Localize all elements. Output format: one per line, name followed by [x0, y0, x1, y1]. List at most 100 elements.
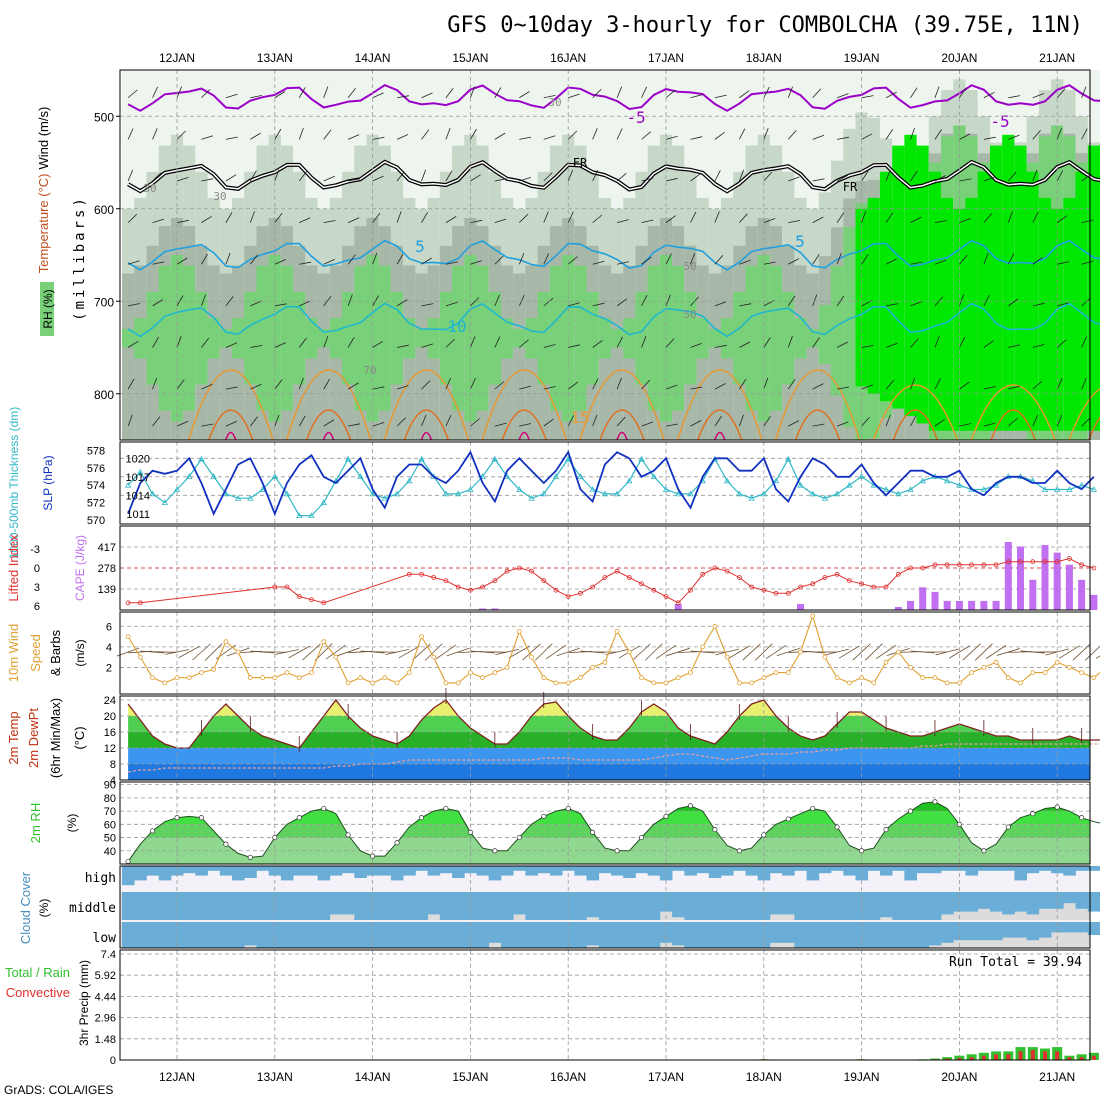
- wind-barb: [641, 295, 648, 307]
- wind-barb: [323, 336, 329, 348]
- cloud-bar-low: [574, 922, 587, 948]
- cloud-bar-middle: [439, 892, 453, 920]
- wind-barb: [274, 91, 286, 99]
- li-point: [455, 584, 461, 590]
- wind-barb: [739, 90, 750, 99]
- wind-barb: [494, 336, 501, 348]
- wind-barb: [421, 303, 434, 307]
- wind-barb: [494, 87, 502, 98]
- rh-cell: [158, 265, 172, 411]
- li-point: [541, 578, 547, 584]
- wind-barb: [714, 94, 727, 99]
- precip-tick: 0: [110, 1055, 116, 1067]
- cloud-bar-middle: [574, 892, 587, 920]
- cloud-bar-high: [427, 866, 441, 876]
- cloud-bar-middle: [268, 892, 282, 920]
- thickness-point: [748, 494, 755, 501]
- li-point: [467, 587, 473, 593]
- wind-barb: [616, 298, 628, 307]
- cloud-bar-low: [1014, 922, 1027, 938]
- wind-barb: [885, 414, 891, 427]
- cloud-bar-high: [843, 866, 856, 876]
- cloud-bar-high: [623, 866, 636, 878]
- wind-speed-point: [284, 670, 290, 675]
- rh-cell: [708, 329, 722, 348]
- wind-barb: [372, 295, 380, 307]
- cloud-bar-low: [342, 922, 355, 948]
- thickness-point: [247, 494, 254, 501]
- cloud-bar-high: [366, 866, 380, 876]
- rh-point: [590, 829, 596, 835]
- isotherm-plus25: [322, 431, 335, 441]
- li-point: [724, 568, 730, 574]
- li-point: [431, 575, 437, 580]
- wind-barb: [372, 92, 384, 99]
- wind-barb: [347, 254, 356, 265]
- cloud-bar-middle: [244, 892, 257, 920]
- wind-barb-10m: [580, 650, 605, 654]
- cloud-bar-high: [403, 866, 416, 876]
- wind-speed-point: [235, 649, 241, 655]
- precip-tick: 7.4: [101, 949, 116, 961]
- wind-axis-label-1: 10m Wind: [6, 624, 21, 683]
- bottom-day-label: 20JAN: [941, 1070, 977, 1084]
- wind-barb: [201, 215, 212, 223]
- cloud-bar-high: [831, 866, 844, 871]
- thickness-point: [1078, 481, 1085, 488]
- temp-tick: 24: [104, 695, 116, 707]
- precip-convective-bar: [945, 1058, 950, 1060]
- thickness-point: [369, 490, 376, 497]
- wind-speed-point: [651, 680, 657, 686]
- rh-band: [128, 811, 1090, 825]
- thickness-axis-label: 1000-500mb Thickness (dm): [7, 407, 21, 560]
- wind-barb: [250, 132, 261, 140]
- wind-barb: [127, 169, 134, 182]
- cloud-unit-label: (%): [37, 899, 51, 918]
- li-point: [125, 600, 131, 606]
- isotherm-plus20: [697, 409, 743, 441]
- thickness-point: [662, 486, 670, 492]
- cloud-cover-panel: high middle low Cloud Cover (%): [18, 865, 1100, 949]
- wind-speed-point: [1079, 670, 1084, 675]
- wind-barb: [396, 171, 405, 182]
- cloud-bar-high: [390, 866, 404, 881]
- cloud-bar-high: [806, 866, 820, 881]
- wind-barb: [127, 214, 137, 223]
- wind-barb: [763, 218, 776, 224]
- isotherm-plus20: [599, 409, 645, 441]
- rh-cell: [513, 329, 526, 348]
- rh-cell: [122, 273, 135, 440]
- wind-barb: [910, 127, 915, 140]
- wind-barb: [298, 127, 304, 140]
- rh-cell: [329, 318, 343, 359]
- wind-speed-point: [529, 654, 534, 660]
- li-frame: [119, 525, 1091, 611]
- cloud-bar-high: [305, 866, 318, 876]
- rh-cell: [721, 318, 734, 359]
- wind-speed-point: [883, 659, 889, 665]
- wind-barb: [763, 128, 769, 140]
- li-point: [1018, 559, 1023, 565]
- thickness-point: [785, 455, 792, 462]
- isotherm-plus15: [677, 369, 763, 441]
- wind-barb: [617, 261, 629, 265]
- wind-barb: [396, 344, 409, 348]
- thickness-point: [895, 490, 902, 497]
- wind-barb: [152, 336, 159, 348]
- cloud-bar-low: [354, 922, 367, 948]
- cloud-bar-low: [476, 922, 490, 948]
- wind-barb: [1008, 344, 1021, 348]
- top-day-label: 20JAN: [941, 51, 977, 65]
- wind-barb: [983, 295, 990, 307]
- rh-cell: [806, 273, 820, 440]
- bottom-day-label: 19JAN: [844, 1070, 880, 1084]
- wind-tick: 6: [106, 621, 112, 633]
- legend-labels: Temperature (°C) Wind (m/s): [36, 107, 51, 274]
- isotherm-plus15: [383, 369, 470, 441]
- wind-speed-point: [467, 670, 473, 675]
- wind-barb: [739, 341, 751, 348]
- thickness-point: [296, 512, 303, 519]
- cloud-bar-low: [1087, 922, 1100, 935]
- rh-tick: 60: [104, 819, 116, 831]
- rh-cell: [611, 273, 624, 440]
